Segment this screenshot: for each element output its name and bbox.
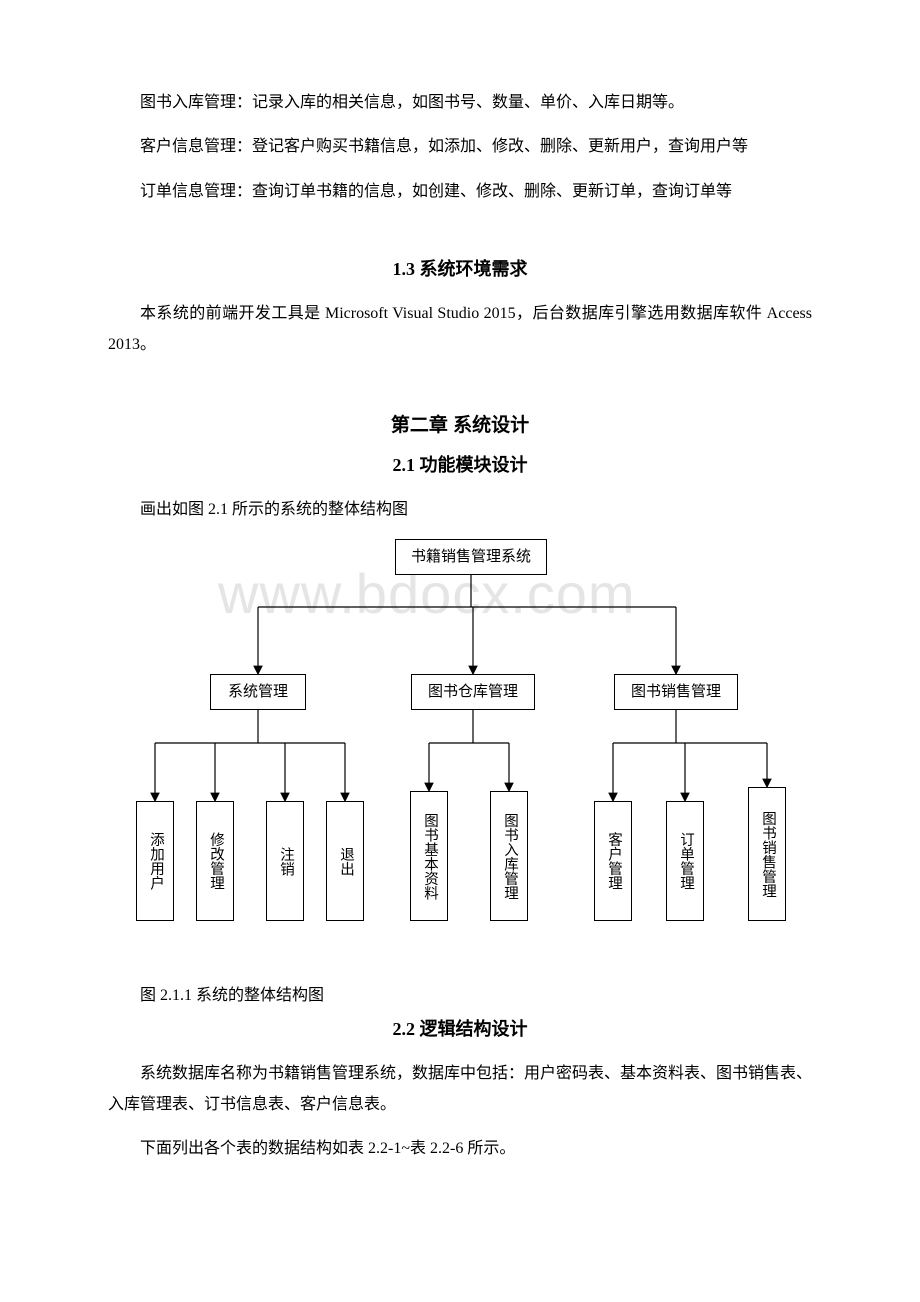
node-l8: 订单管理 xyxy=(666,801,704,921)
paragraph: 订单信息管理：查询订单书籍的信息，如创建、修改、删除、更新订单，查询订单等 xyxy=(108,177,812,207)
node-m2: 图书仓库管理 xyxy=(411,674,535,710)
paragraph: 客户信息管理：登记客户购买书籍信息，如添加、修改、删除、更新用户，查询用户等 xyxy=(108,132,812,162)
node-l4: 退出 xyxy=(326,801,364,921)
section-heading-2-1: 2.1 功能模块设计 xyxy=(108,451,812,477)
node-l3: 注销 xyxy=(266,801,304,921)
node-root: 书籍销售管理系统 xyxy=(395,539,547,575)
document-page: 图书入库管理：记录入库的相关信息，如图书号、数量、单价、入库日期等。 客户信息管… xyxy=(0,0,920,1239)
node-l9: 图书销售管理 xyxy=(748,787,786,921)
node-l7: 客户管理 xyxy=(594,801,632,921)
section-heading-2-2: 2.2 逻辑结构设计 xyxy=(108,1015,812,1041)
paragraph: 图书入库管理：记录入库的相关信息，如图书号、数量、单价、入库日期等。 xyxy=(108,88,812,118)
node-l5: 图书基本资料 xyxy=(410,791,448,921)
node-m1: 系统管理 xyxy=(210,674,306,710)
node-l2: 修改管理 xyxy=(196,801,234,921)
paragraph: 系统数据库名称为书籍销售管理系统，数据库中包括：用户密码表、基本资料表、图书销售… xyxy=(108,1059,812,1120)
section-heading-1-3: 1.3 系统环境需求 xyxy=(108,255,812,281)
figure-caption: 图 2.1.1 系统的整体结构图 xyxy=(108,981,812,1005)
node-l6: 图书入库管理 xyxy=(490,791,528,921)
node-m3: 图书销售管理 xyxy=(614,674,738,710)
paragraph: 画出如图 2.1 所示的系统的整体结构图 xyxy=(108,495,812,525)
org-chart-diagram: www.bdocx.com 书籍销售管理系统系统管理图书仓库管理图书销售管理添加… xyxy=(108,539,812,959)
chapter-heading-2: 第二章 系统设计 xyxy=(108,410,812,437)
paragraph: 本系统的前端开发工具是 Microsoft Visual Studio 2015… xyxy=(108,299,812,360)
node-l1: 添加用户 xyxy=(136,801,174,921)
paragraph: 下面列出各个表的数据结构如表 2.2-1~表 2.2-6 所示。 xyxy=(108,1134,812,1164)
